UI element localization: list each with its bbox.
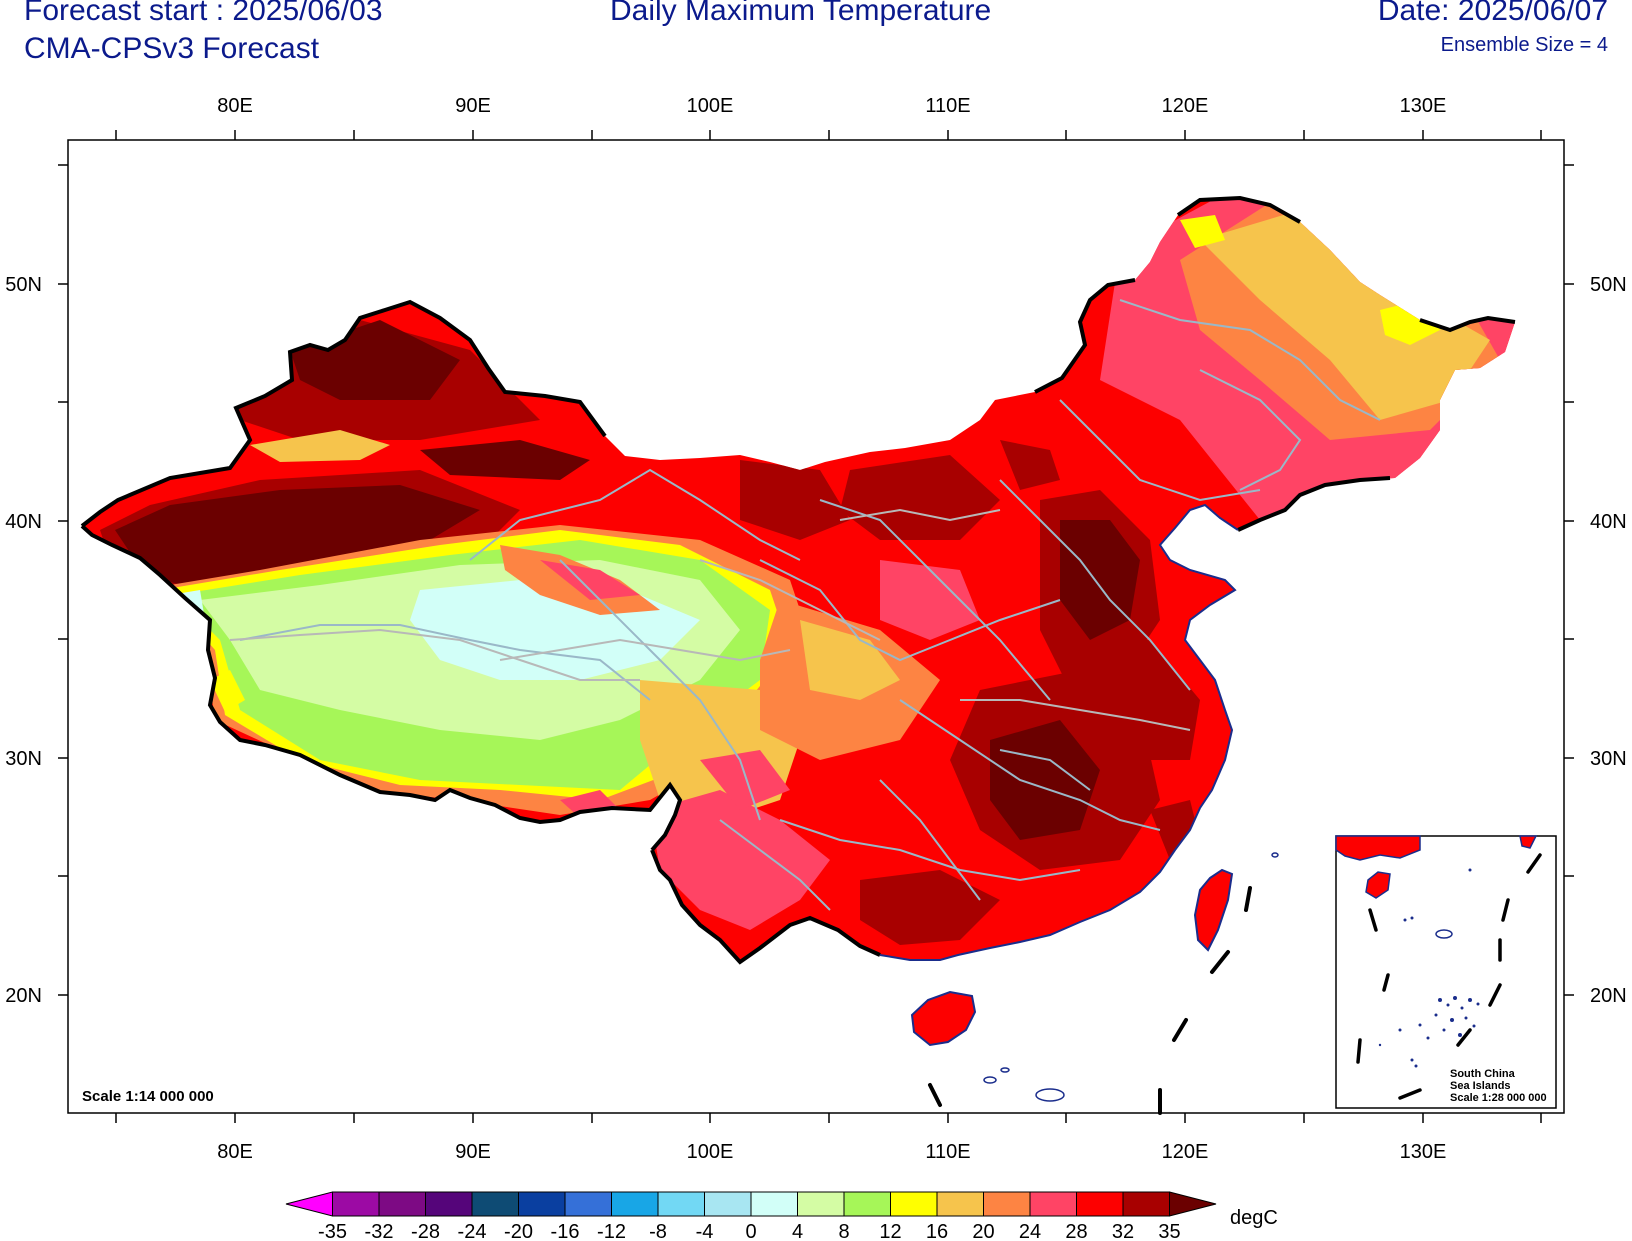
colorbar-level-label: -35 — [318, 1221, 347, 1241]
coastline — [879, 503, 1239, 961]
colorbar-swatch — [704, 1191, 752, 1217]
inset-frame — [1335, 835, 1557, 1109]
river-lines — [229, 508, 1191, 731]
colorbar-swatch — [378, 1191, 426, 1217]
colorbar-level-label: -8 — [649, 1221, 667, 1241]
colorbar-unit-label: degC — [1230, 1207, 1278, 1229]
colorbar-swatch — [285, 1191, 333, 1217]
lon-label-top-110: 110E — [925, 95, 970, 117]
lon-label-bottom-80: 80E — [217, 1141, 253, 1163]
colorbar-swatch — [1076, 1191, 1124, 1217]
island-fields — [910, 868, 1234, 1047]
lon-label-bottom-90: 90E — [455, 1141, 491, 1163]
colorbar-swatch — [750, 1191, 798, 1217]
model-label: CMA-CPSv3 Forecast — [24, 32, 320, 65]
lon-label-bottom-130: 130E — [1400, 1141, 1447, 1163]
colorbar-swatch — [518, 1191, 566, 1217]
small-islands — [983, 852, 1279, 1102]
lat-label-left-30: 30N — [5, 748, 42, 770]
colorbar-level-label: 16 — [926, 1221, 948, 1241]
colorbar-level-label: 24 — [1019, 1221, 1041, 1241]
colorbar-swatch — [843, 1191, 891, 1217]
lat-label-right-20: 20N — [1590, 985, 1627, 1007]
colorbar-level-label: 8 — [838, 1221, 849, 1241]
inset-title-line1: South China — [1450, 1068, 1516, 1080]
colorbar-level-label: 20 — [972, 1221, 994, 1241]
colorbar-swatch — [936, 1191, 984, 1217]
forecast-start-label: Forecast start : 2025/06/03 — [24, 0, 383, 27]
lon-label-bottom-110: 110E — [925, 1141, 970, 1163]
colorbar-level-label: 4 — [792, 1221, 803, 1241]
province-boundaries — [239, 299, 1381, 911]
colorbar-level-label: -20 — [504, 1221, 533, 1241]
inset-scale-label: Scale 1:28 000 000 — [1450, 1092, 1547, 1104]
colorbar-level-label: -28 — [411, 1221, 440, 1241]
ensemble-size-label: Ensemble Size = 4 — [1440, 34, 1608, 56]
lon-label-top-90: 90E — [455, 95, 491, 117]
colorbar-level-label: 35 — [1158, 1221, 1180, 1241]
lon-label-bottom-100: 100E — [687, 1141, 734, 1163]
colorbar-swatch — [890, 1191, 938, 1217]
national-border — [80, 195, 1516, 965]
lon-label-top-100: 100E — [687, 95, 734, 117]
colorbar-swatch — [564, 1191, 612, 1217]
colorbar-level-label: 28 — [1065, 1221, 1087, 1241]
lat-label-right-30: 30N — [1590, 748, 1627, 770]
lat-label-left-50: 50N — [5, 274, 42, 296]
colorbar: -35 -32 -28 -24 -20 -16 -12 -8 -4 0 4 8 12 16 20 24 28 32… — [285, 1191, 1217, 1241]
inset-title-line2: Sea Islands — [1450, 1080, 1511, 1092]
lat-label-left-20: 20N — [5, 985, 42, 1007]
map-title: Daily Maximum Temperature — [610, 0, 992, 27]
axis-ticks — [58, 130, 1574, 1123]
colorbar-swatch — [1169, 1191, 1217, 1217]
colorbar-level-label: -32 — [365, 1221, 394, 1241]
colorbar-swatch — [471, 1191, 519, 1217]
lat-label-right-50: 50N — [1590, 274, 1627, 296]
colorbar-swatch — [425, 1191, 473, 1217]
colorbar-level-label: 0 — [745, 1221, 756, 1241]
colorbar-swatch — [332, 1191, 380, 1217]
map-scale-label: Scale 1:14 000 000 — [82, 1088, 214, 1105]
colorbar-level-label: 12 — [879, 1221, 901, 1241]
lon-label-top-120: 120E — [1162, 95, 1209, 117]
lon-label-top-130: 130E — [1400, 95, 1447, 117]
colorbar-swatch — [1122, 1191, 1170, 1217]
colorbar-level-label: -4 — [696, 1221, 714, 1241]
lon-label-bottom-120: 120E — [1162, 1141, 1209, 1163]
colorbar-level-label: -12 — [597, 1221, 626, 1241]
colorbar-swatch — [611, 1191, 659, 1217]
colorbar-swatch — [797, 1191, 845, 1217]
colorbar-swatch — [1029, 1191, 1077, 1217]
south-china-sea-inset: South China Sea Islands Scale 1:28 000 0… — [1335, 835, 1557, 1109]
colorbar-swatch — [657, 1191, 705, 1217]
valid-date-label: Date: 2025/06/07 — [1377, 0, 1608, 27]
colorbar-level-label: -16 — [551, 1221, 580, 1241]
lat-label-right-40: 40N — [1590, 511, 1627, 533]
lon-label-top-80: 80E — [217, 95, 253, 117]
lat-label-left-40: 40N — [5, 511, 42, 533]
colorbar-level-label: -24 — [458, 1221, 487, 1241]
dash-line — [928, 886, 1252, 1115]
colorbar-swatch — [983, 1191, 1031, 1217]
colorbar-level-label: 32 — [1112, 1221, 1134, 1241]
